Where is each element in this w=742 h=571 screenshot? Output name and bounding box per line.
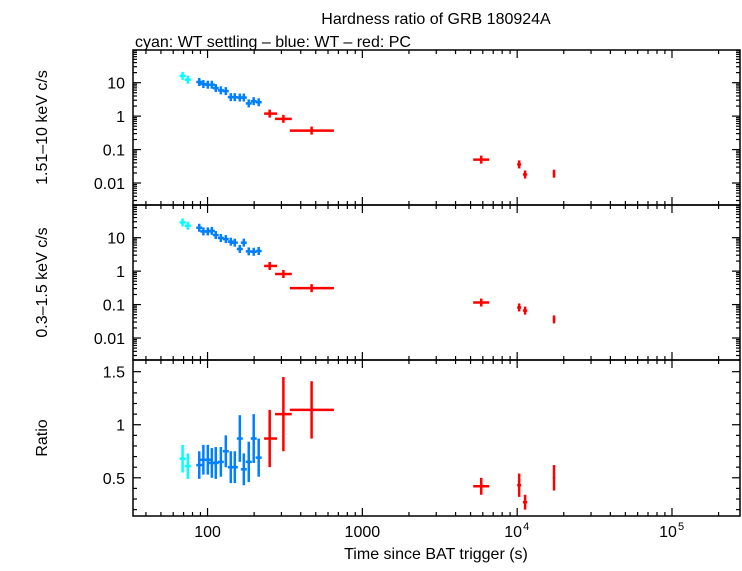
data-point-pc [275,114,292,123]
data-point-wt [222,87,229,96]
data-point-pc [552,315,556,324]
y-axis-label: 1.51–10 keV c/s [34,70,51,185]
data-point-wt_settling [184,75,191,84]
panel-0: 10 1 0.1 0.01 1.51–10 keV c/s [34,49,741,206]
data-point-wt [236,244,243,253]
x-tick-label: 1000 [345,524,381,541]
chart-title: Hardness ratio of GRB 180924A [321,11,551,28]
data-point-wt [222,235,229,244]
data-point-wt [245,99,252,108]
data-point-pc [522,494,528,510]
data-point-wt [231,238,238,247]
x-tick-label: 100 [194,524,221,541]
data-point-pc [275,270,292,279]
data-point-wt [212,84,219,93]
y-tick-label: 1 [116,264,125,281]
data-point-wt [240,238,247,247]
data-point-pc [522,170,528,179]
data-point-pc [522,306,528,315]
data-point-wt_settling [179,444,186,473]
data-point-wt [212,231,219,240]
data-point-wt_settling [179,218,186,227]
y-tick-label: 1 [116,418,125,435]
data-point-wt [196,223,203,232]
chart-subtitle: cyan: WT settling – blue: WT – red: PC [135,34,411,51]
data-point-pc [552,169,556,178]
y-axis-label: Ratio [34,419,51,456]
data-point-wt [255,247,262,256]
panel-2: 1.5 1 0.5 Ratio [34,359,741,517]
x-axis-label: Time since BAT trigger (s) [344,546,528,563]
data-point-pc [552,465,556,491]
data-point-wt_settling [179,71,186,80]
data-point-pc [517,160,522,169]
y-tick-label: 0.01 [94,331,125,348]
panel-1: 10 1 0.1 0.01 0.3–1.5 keV c/s [34,204,741,361]
data-point-wt [255,438,262,477]
data-point-wt [245,441,252,483]
data-point-wt [231,451,238,484]
data-point-wt [240,93,247,102]
y-tick-label: 1.5 [103,365,125,382]
panel-frame [132,359,741,517]
y-tick-label: 0.01 [94,176,125,193]
data-point-wt [208,226,215,235]
data-point-pc [264,261,278,270]
data-point-wt [196,77,203,86]
data-point-pc [275,376,292,452]
data-point-wt [240,453,247,486]
data-point-wt [217,447,224,477]
data-point-wt [231,93,238,102]
panel-frame [132,49,741,206]
data-point-wt [196,451,203,479]
data-point-wt [204,444,211,475]
data-point-pc [289,126,334,135]
data-point-pc [264,409,278,468]
data-point-pc [517,303,522,312]
data-point-wt [250,414,257,463]
data-point-pc [517,473,522,497]
y-tick-label: 0.1 [103,298,125,315]
data-point-pc [473,477,490,495]
x-tick-exponent: 5 [678,521,684,533]
x-tick-exponent: 4 [523,521,529,533]
data-point-pc [473,155,490,164]
panel-frame [132,204,741,361]
data-point-wt [208,80,215,89]
data-point-wt [212,447,219,479]
data-point-wt_settling [184,453,191,479]
data-point-pc [289,284,334,293]
data-point-pc [289,381,334,439]
x-tick-label: 10 [504,524,522,541]
data-point-wt_settling [184,221,191,230]
y-tick-label: 10 [107,231,125,248]
data-point-wt [222,435,229,468]
y-tick-label: 10 [107,76,125,93]
data-point-pc [473,298,490,307]
x-tick-label: 10 [659,524,677,541]
data-point-pc [264,109,278,118]
y-tick-label: 0.1 [103,143,125,160]
y-tick-label: 0.5 [103,471,125,488]
y-tick-label: 1 [116,109,125,126]
data-point-wt [255,98,262,107]
y-axis-label: 0.3–1.5 keV c/s [34,227,51,337]
data-point-wt [236,415,243,462]
